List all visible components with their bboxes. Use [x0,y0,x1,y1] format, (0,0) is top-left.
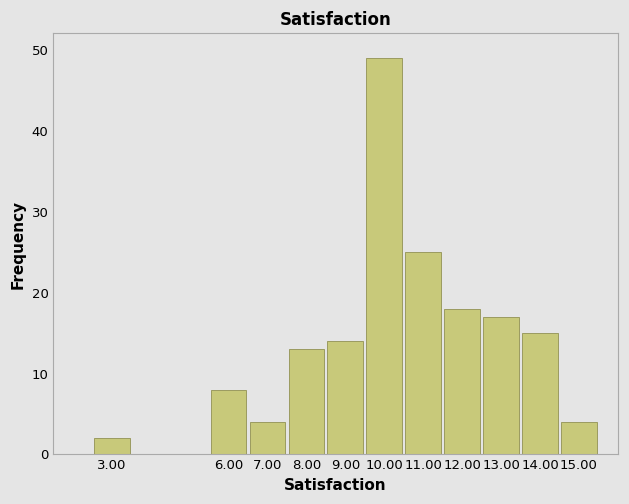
X-axis label: Satisfaction: Satisfaction [284,478,387,493]
Bar [250,422,286,455]
Bar [328,341,364,455]
Bar [444,309,480,455]
Bar [522,333,558,455]
Bar [367,58,402,455]
Bar [94,438,130,455]
Bar [405,252,441,455]
Y-axis label: Frequency: Frequency [11,200,26,288]
Bar [211,390,247,455]
Bar [289,349,325,455]
Bar [483,317,519,455]
Bar [561,422,597,455]
Title: Satisfaction: Satisfaction [280,11,391,29]
